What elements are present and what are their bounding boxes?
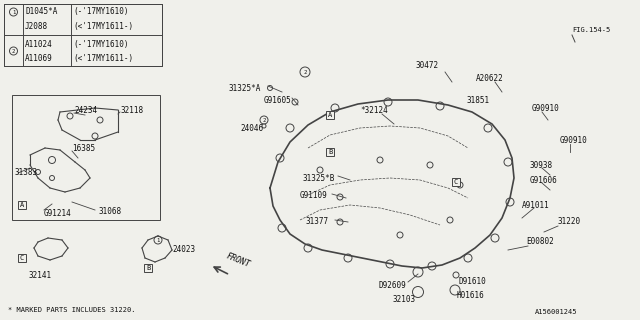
- Text: 1: 1: [156, 237, 159, 243]
- Text: 31377: 31377: [305, 218, 328, 227]
- Text: G90910: G90910: [560, 135, 588, 145]
- Text: G91214: G91214: [44, 209, 72, 218]
- Text: 31383: 31383: [14, 167, 37, 177]
- Text: * MARKED PARTS INCLUDES 31220.: * MARKED PARTS INCLUDES 31220.: [8, 307, 136, 313]
- Circle shape: [97, 117, 103, 123]
- Text: D92609: D92609: [378, 281, 406, 290]
- Text: 24234: 24234: [74, 106, 97, 115]
- Text: 31220: 31220: [558, 218, 581, 227]
- Circle shape: [49, 156, 56, 164]
- Circle shape: [92, 133, 98, 139]
- Text: A11024: A11024: [25, 39, 52, 49]
- Text: 32118: 32118: [120, 106, 143, 115]
- Circle shape: [268, 85, 273, 91]
- Text: C: C: [454, 179, 458, 185]
- Circle shape: [491, 234, 499, 242]
- Circle shape: [337, 194, 343, 200]
- Text: G91109: G91109: [300, 190, 328, 199]
- Text: A: A: [20, 202, 24, 208]
- Text: 16385: 16385: [72, 143, 95, 153]
- Bar: [4, 4, 162, 66]
- Circle shape: [464, 254, 472, 262]
- Circle shape: [453, 272, 459, 278]
- Text: 32141: 32141: [28, 270, 51, 279]
- Text: J2088: J2088: [25, 21, 48, 30]
- Text: 31068: 31068: [98, 207, 121, 217]
- Circle shape: [506, 198, 514, 206]
- Text: B: B: [146, 265, 150, 271]
- Text: 31325*B: 31325*B: [302, 173, 334, 182]
- Circle shape: [276, 154, 284, 162]
- Circle shape: [331, 104, 339, 112]
- Text: (-'17MY1610): (-'17MY1610): [73, 6, 129, 15]
- Text: 30472: 30472: [415, 60, 438, 69]
- Circle shape: [292, 99, 298, 105]
- Text: 2: 2: [12, 49, 15, 53]
- Text: 2: 2: [262, 117, 266, 123]
- Text: 2: 2: [303, 69, 307, 75]
- Text: 24046: 24046: [240, 124, 263, 132]
- Text: H01616: H01616: [456, 292, 484, 300]
- Circle shape: [386, 260, 394, 268]
- Text: FIG.154-5: FIG.154-5: [572, 27, 611, 33]
- Text: (-'17MY1610): (-'17MY1610): [73, 39, 129, 49]
- Text: D1045*A: D1045*A: [25, 6, 58, 15]
- Circle shape: [384, 98, 392, 106]
- Text: 31325*A: 31325*A: [228, 84, 260, 92]
- Text: G91606: G91606: [530, 175, 557, 185]
- Text: D91610: D91610: [458, 277, 486, 286]
- Text: (<'17MY1611-): (<'17MY1611-): [73, 21, 133, 30]
- Text: A91011: A91011: [522, 201, 550, 210]
- Text: A156001245: A156001245: [535, 309, 577, 315]
- Circle shape: [413, 286, 424, 298]
- Text: G91605: G91605: [264, 95, 292, 105]
- Text: (<'17MY1611-): (<'17MY1611-): [73, 53, 133, 62]
- Text: A20622: A20622: [476, 74, 504, 83]
- Circle shape: [304, 244, 312, 252]
- Bar: [4, 4, 162, 66]
- Text: B: B: [328, 149, 332, 155]
- Text: A11069: A11069: [25, 53, 52, 62]
- Circle shape: [413, 267, 423, 277]
- Text: 24023: 24023: [172, 245, 195, 254]
- Text: 32103: 32103: [392, 295, 415, 305]
- Text: C: C: [20, 255, 24, 261]
- Circle shape: [344, 254, 352, 262]
- Circle shape: [450, 285, 460, 295]
- Text: 30938: 30938: [530, 161, 553, 170]
- Text: G90910: G90910: [532, 103, 560, 113]
- Circle shape: [436, 102, 444, 110]
- Circle shape: [484, 124, 492, 132]
- Circle shape: [286, 124, 294, 132]
- Circle shape: [428, 262, 436, 270]
- Text: 31851: 31851: [466, 95, 489, 105]
- Circle shape: [278, 224, 286, 232]
- Text: E00802: E00802: [526, 237, 554, 246]
- Bar: [12, 95, 160, 220]
- Text: FRONT: FRONT: [225, 251, 252, 269]
- Circle shape: [67, 113, 73, 119]
- Circle shape: [337, 219, 343, 225]
- Text: *32124: *32124: [360, 106, 388, 115]
- Circle shape: [262, 124, 266, 128]
- Text: A: A: [328, 112, 332, 118]
- Circle shape: [504, 158, 512, 166]
- Text: 1: 1: [12, 10, 15, 14]
